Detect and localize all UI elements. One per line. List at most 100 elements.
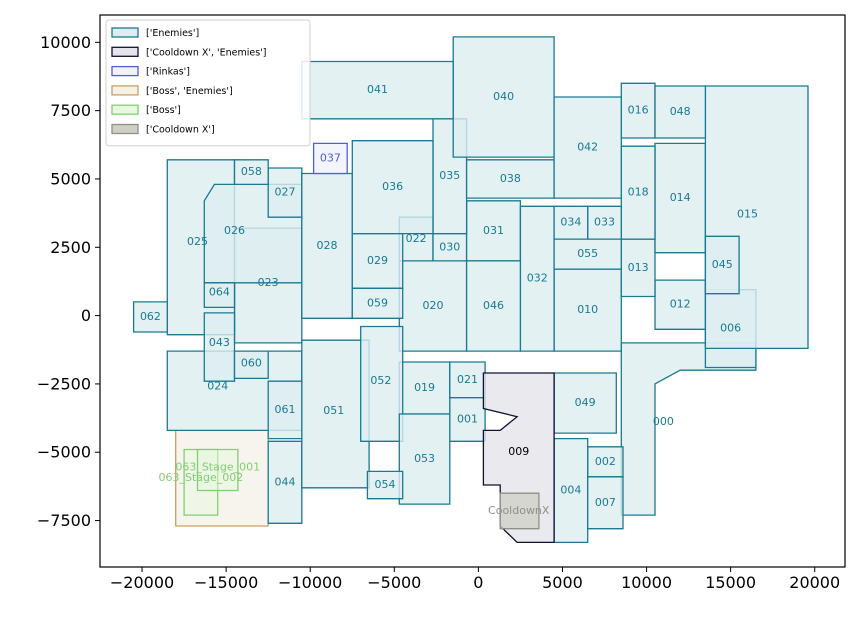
room-label-040: 040	[493, 90, 514, 103]
x-tick-label: 10000	[621, 573, 672, 592]
room-000-shape	[620, 342, 757, 516]
ticks-layer: −20000 −15000 −10000 −5000 0 5000 10000 15000 20…	[37, 33, 840, 592]
x-tick-label: 20000	[789, 573, 840, 592]
room-label-055: 055	[577, 247, 598, 260]
room-label-045: 045	[712, 258, 733, 271]
room-060-shape	[233, 350, 269, 380]
room-label-062: 062	[140, 310, 161, 323]
y-tick-label: −2500	[37, 374, 91, 393]
legend-swatch	[111, 27, 139, 38]
room-label-018: 018	[628, 186, 649, 199]
legend-entry-label: ['Boss', 'Enemies']	[146, 86, 233, 97]
room-label-022: 022	[406, 232, 427, 245]
room-label-060: 060	[241, 356, 262, 369]
room-label-016: 016	[628, 104, 649, 117]
room-label-021: 021	[457, 373, 478, 386]
room-label-044: 044	[274, 475, 295, 488]
room-label-030: 030	[439, 240, 460, 253]
y-tick-label: 10000	[40, 33, 91, 52]
room-label-029: 029	[367, 254, 388, 267]
room-label-048: 048	[670, 105, 691, 118]
y-tick-label: −5000	[37, 443, 91, 462]
room-label-033: 033	[594, 216, 615, 229]
room-label-001: 001	[457, 412, 478, 425]
room-046-shape	[465, 260, 522, 352]
room-label-037: 037	[320, 151, 341, 164]
room-label-046: 046	[483, 299, 504, 312]
room-label-023: 023	[258, 276, 279, 289]
legend-swatch	[111, 65, 139, 77]
room-label-063_Stage_001: 063_Stage_001	[175, 460, 260, 473]
room-label-028: 028	[317, 239, 338, 252]
room-label-054: 054	[375, 478, 396, 491]
legend-entry-label: ['Rinkas']	[146, 67, 190, 78]
room-label-051: 051	[323, 404, 344, 417]
x-tick-label: −5000	[367, 573, 421, 592]
room-048-shape	[654, 85, 707, 139]
room-labels-layer: 000 001 002 004 006 007 009 010 012 013 014 015 016 0…	[140, 83, 758, 517]
room-label-024: 024	[207, 380, 228, 393]
room-label-059: 059	[367, 296, 388, 309]
room-label-061: 061	[274, 403, 295, 416]
room-label-013: 013	[628, 261, 649, 274]
room-label-038: 038	[500, 172, 521, 185]
x-tick-label: −15000	[194, 573, 258, 592]
room-058-shape	[233, 159, 269, 186]
room-042-shape	[553, 96, 622, 199]
room-054-shape	[366, 470, 404, 500]
room-label-041: 041	[367, 83, 388, 96]
room-label-052: 052	[370, 374, 391, 387]
x-tick-label: −10000	[278, 573, 342, 592]
room-037-shape	[312, 142, 348, 175]
room-label-036: 036	[382, 180, 403, 193]
room-label-043: 043	[209, 336, 230, 349]
legend-swatch	[111, 104, 139, 115]
room-043-shape	[203, 312, 236, 382]
legend-entry-label: ['Cooldown X']	[146, 125, 215, 136]
rooms-layer	[132, 36, 809, 544]
x-tick-label: 0	[473, 573, 483, 592]
room-044-shape	[267, 440, 303, 524]
room-063_Stage_001-shape	[196, 448, 239, 492]
legend: ['Enemies'] ['Cooldown X', 'Enemies'] ['Ri…	[105, 19, 311, 147]
x-tick-label: 5000	[542, 573, 583, 592]
room-label-026: 026	[224, 224, 245, 237]
legend-swatch	[111, 85, 139, 96]
legend-entry-label: ['Enemies']	[146, 28, 199, 39]
room-055-shape	[553, 238, 622, 270]
room-045-shape	[704, 235, 740, 295]
x-tick-label: 15000	[705, 573, 756, 592]
room-label-014: 014	[670, 191, 691, 204]
room-label-020: 020	[422, 299, 443, 312]
room-label-019: 019	[414, 381, 435, 394]
room-label-064: 064	[209, 285, 230, 298]
room-label-015: 015	[737, 207, 758, 220]
legend-swatch	[111, 123, 139, 135]
room-label-042: 042	[577, 141, 598, 154]
y-tick-label: 2500	[50, 238, 91, 257]
room-label-006: 006	[720, 322, 741, 335]
room-label-010: 010	[577, 303, 598, 316]
legend-entry-label: ['Cooldown X', 'Enemies']	[146, 47, 267, 58]
room-059-shape	[351, 287, 404, 319]
room-label-CooldownX: CooldownX	[488, 504, 550, 517]
y-tick-label: −7500	[37, 511, 91, 530]
room-label-032: 032	[527, 272, 548, 285]
legend-swatch	[111, 46, 139, 57]
y-tick-label: 7500	[50, 101, 91, 120]
room-label-049: 049	[575, 396, 596, 409]
room-label-025: 025	[187, 235, 208, 248]
room-label-027: 027	[274, 186, 295, 199]
room-label-031: 031	[483, 224, 504, 237]
room-label-058: 058	[241, 165, 262, 178]
room-062-shape	[132, 301, 168, 333]
room-CooldownX-shape	[499, 492, 540, 530]
y-tick-label: 0	[81, 306, 91, 325]
room-label-009: 009	[508, 445, 529, 458]
room-label-004: 004	[560, 483, 581, 496]
room-061-shape	[267, 380, 303, 440]
y-tick-label: 5000	[50, 169, 91, 188]
room-036-shape	[351, 140, 434, 235]
room-label-002: 002	[595, 455, 616, 468]
